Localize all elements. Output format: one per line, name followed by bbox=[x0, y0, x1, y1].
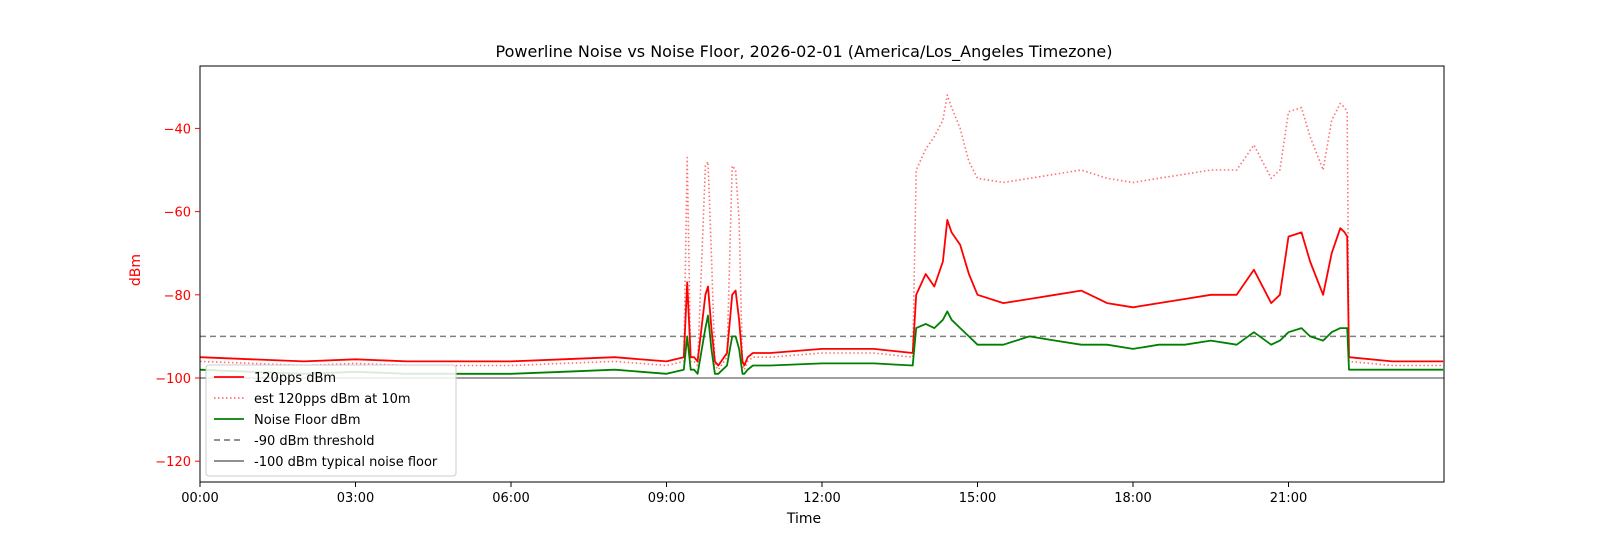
x-tick-label: 03:00 bbox=[337, 491, 374, 506]
series-line-est-10m bbox=[200, 94, 1444, 371]
x-tick-label: 18:00 bbox=[1114, 491, 1151, 506]
axes: 00:00 03:00 06:00 09:00 12:00 15:00 18:00 21:00… bbox=[155, 65, 1445, 506]
x-tick-label: 00:00 bbox=[181, 491, 218, 506]
legend-box bbox=[205, 364, 457, 477]
x-axis-label: Time bbox=[786, 511, 821, 527]
y-tick-label: −60 bbox=[164, 206, 191, 221]
chart-title: Powerline Noise vs Noise Floor, 2026-02-… bbox=[496, 42, 1113, 62]
x-tick-label: 21:00 bbox=[1270, 491, 1307, 506]
series-line-noise-floor bbox=[200, 310, 1444, 375]
legend-entry-label: 120pps dBm bbox=[254, 371, 336, 386]
y-tick-label: −80 bbox=[164, 289, 191, 304]
x-tick-label: 15:00 bbox=[959, 491, 996, 506]
legend-entry-label: -100 dBm typical noise floor bbox=[254, 455, 438, 470]
legend-entry-label: Noise Floor dBm bbox=[254, 413, 361, 428]
legend: 120pps dBm est 120pps dBm at 10m Noise Flo… bbox=[205, 364, 457, 477]
legend-entry-label: est 120pps dBm at 10m bbox=[254, 392, 411, 407]
series-line-120pps bbox=[200, 218, 1444, 367]
plot-area bbox=[200, 94, 1444, 379]
y-axis-label: dBm bbox=[128, 254, 144, 286]
x-tick-label: 12:00 bbox=[803, 491, 840, 506]
y-tick-label: −40 bbox=[164, 122, 191, 137]
x-tick-label: 06:00 bbox=[492, 491, 529, 506]
legend-entry-label: -90 dBm threshold bbox=[254, 434, 375, 449]
y-tick-label: −100 bbox=[155, 372, 191, 387]
x-tick-label: 09:00 bbox=[648, 491, 685, 506]
y-tick-label: −120 bbox=[155, 455, 191, 470]
